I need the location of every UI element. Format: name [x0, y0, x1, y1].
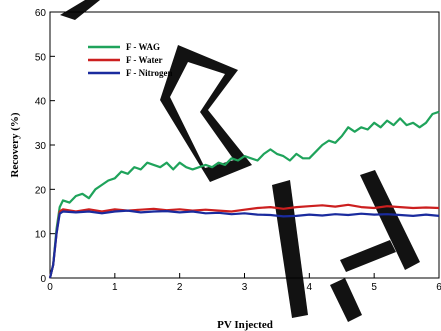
series-layer — [48, 110, 440, 279]
y-tick-label: 20 — [35, 185, 47, 196]
series-line-f-water — [48, 203, 440, 279]
series-line-f-nitrogen — [48, 209, 440, 279]
plot-area — [49, 11, 440, 279]
y-axis-tick-labels: 0 10 20 30 40 50 60 — [35, 8, 47, 285]
x-tick-label: 2 — [177, 282, 183, 293]
y-axis-title: Recovery (%) — [9, 112, 21, 177]
y-tick-label: 30 — [35, 141, 47, 152]
x-tick-label: 6 — [436, 282, 441, 293]
y-tick-label: 40 — [35, 97, 47, 108]
x-tick-label: 0 — [47, 282, 53, 293]
legend-label: F - Water — [126, 55, 163, 65]
legend: F - WAG F - Water F - Nitrogen — [88, 42, 173, 78]
legend-label: F - WAG — [126, 42, 160, 52]
x-tick-label: 5 — [371, 282, 377, 293]
x-axis-title: PV Injected — [217, 319, 273, 331]
y-tick-label: 60 — [35, 8, 47, 19]
watermark — [60, 0, 420, 322]
x-tick-label: 1 — [112, 282, 118, 293]
x-tick-label: 3 — [242, 282, 248, 293]
y-tick-label: 10 — [35, 230, 47, 241]
y-tick-label: 50 — [35, 52, 47, 63]
axis-ticks — [49, 11, 440, 279]
legend-label: F - Nitrogen — [126, 68, 173, 78]
y-tick-label: 0 — [40, 274, 46, 285]
series-line-f-wag — [48, 110, 440, 279]
x-axis-tick-labels: 0 1 2 3 4 5 6 — [47, 282, 441, 293]
x-tick-label: 4 — [307, 282, 313, 293]
